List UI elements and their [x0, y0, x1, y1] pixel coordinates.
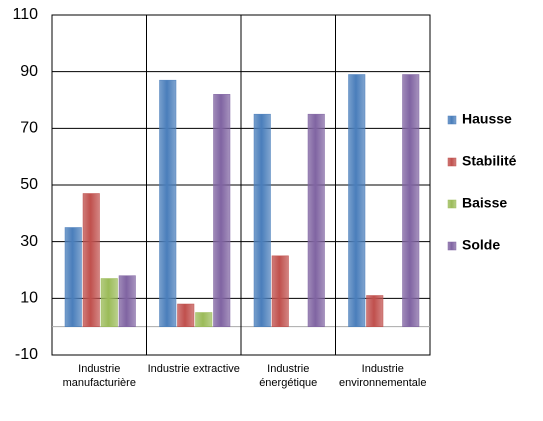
y-tick-label: 90: [20, 63, 38, 80]
x-tick-label: Industrie environnementale: [339, 363, 427, 389]
legend-label: Hausse: [462, 111, 512, 127]
bar: [64, 227, 82, 327]
y-tick-label: -10: [15, 346, 38, 363]
bar: [253, 113, 271, 327]
bar: [82, 193, 100, 327]
legend-swatch: [447, 199, 457, 209]
y-tick-label: 110: [12, 6, 38, 23]
bar: [271, 255, 289, 327]
bar: [213, 94, 231, 327]
x-tick-label-box: Industrie énergétique: [259, 363, 318, 389]
bar: [195, 312, 213, 327]
y-tick-label: 50: [20, 176, 38, 193]
bar: [177, 303, 195, 327]
legend-swatch: [447, 241, 457, 251]
x-tick-label: Industrie énergétique: [259, 363, 318, 389]
bar: [348, 74, 366, 327]
bar: [366, 295, 384, 327]
legend-label: Stabilité: [462, 153, 517, 169]
x-tick-label-box: Industrie environnementale: [339, 363, 427, 389]
x-tick-label-box: Industrie manufacturière: [62, 363, 136, 389]
y-tick-label: 30: [20, 233, 38, 250]
legend-swatch: [447, 115, 457, 125]
x-tick-label: Industrie manufacturière: [62, 363, 136, 389]
bar: [159, 79, 177, 327]
bar: [402, 74, 420, 327]
legend-label: Solde: [462, 237, 500, 253]
y-tick-label: 70: [20, 120, 38, 137]
bar: [100, 278, 118, 327]
bar: [118, 275, 136, 327]
legend-label: Baisse: [462, 195, 507, 211]
bar: [307, 113, 325, 327]
x-tick-label: Industrie extractive: [147, 363, 240, 375]
x-tick-label-box: Industrie extractive: [147, 363, 240, 375]
legend-swatch: [447, 157, 457, 167]
y-tick-label: 10: [20, 290, 38, 307]
